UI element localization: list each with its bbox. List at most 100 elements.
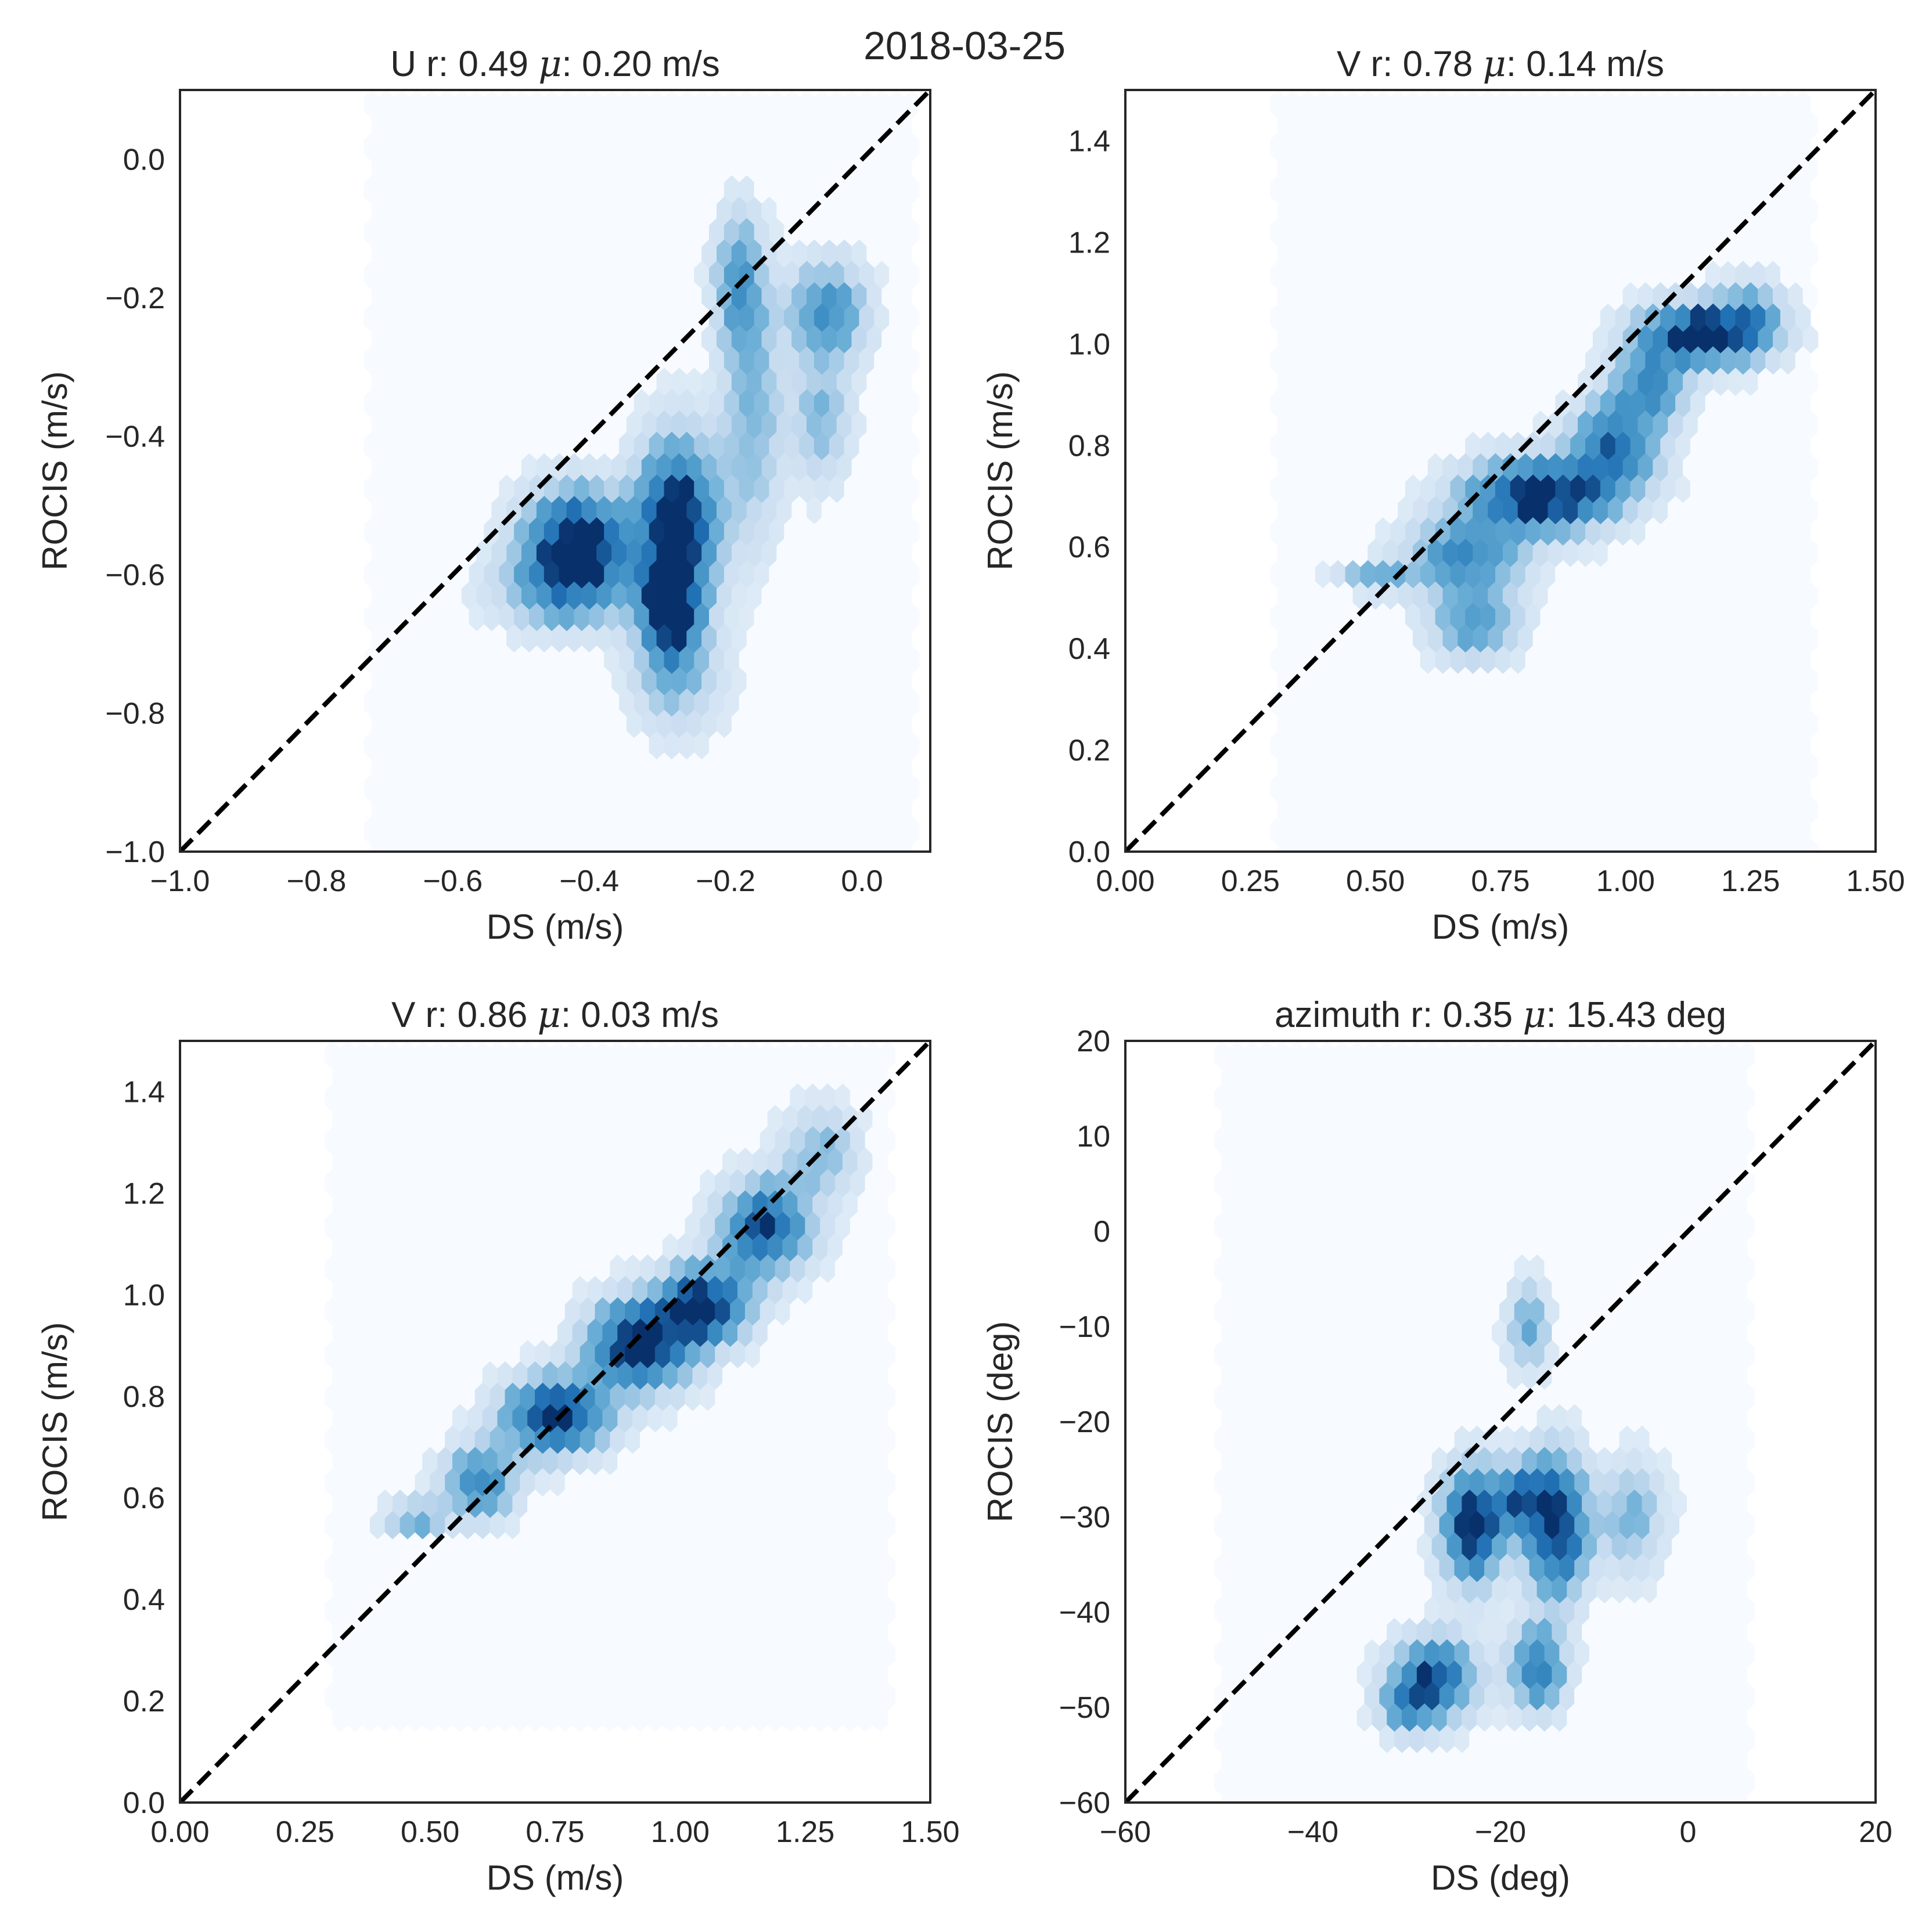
hexbin-cell [881, 453, 897, 482]
hexbin-cell [1582, 1617, 1597, 1647]
hexbin-cell [881, 282, 897, 311]
hexbin-cell [889, 431, 905, 461]
hexbin-cell [836, 624, 852, 653]
hexbin-cell [1607, 410, 1624, 439]
hexbin-cell [1446, 1147, 1463, 1177]
hexbin-cell [1657, 1062, 1672, 1091]
hexbin-cell [610, 1511, 625, 1540]
hexbin-cell [1510, 731, 1526, 760]
hexbin-cell [491, 624, 507, 653]
hexbin-cell [1570, 175, 1586, 204]
hexbin-cell [1352, 410, 1369, 439]
hexbin-cell [1529, 1297, 1545, 1327]
hexbin-cell [452, 1105, 468, 1134]
hexbin-cell [1672, 1660, 1687, 1690]
hexbin-cell [1330, 474, 1346, 504]
hexbin-cell [1322, 752, 1338, 781]
hexbin-cell [1563, 154, 1578, 183]
hexbin-cell [889, 688, 905, 718]
hexbin-cell [377, 1275, 393, 1305]
hexbin-cell [904, 773, 920, 803]
hexbin-cell [1322, 795, 1338, 824]
hexbin-cell [377, 1404, 393, 1433]
hexbin-cell [1297, 1575, 1312, 1604]
hexbin-cell [521, 581, 537, 611]
hexbin-cell [880, 1254, 896, 1284]
hexbin-cell [1308, 709, 1323, 739]
hexbin-cell [1529, 1340, 1545, 1369]
hexbin-cell [1416, 1190, 1433, 1220]
hexbin-cell [1360, 90, 1376, 119]
hexbin-cell [1690, 688, 1706, 718]
hexbin-cell [1214, 1639, 1230, 1668]
hexbin-cell [1367, 666, 1383, 696]
hexbin-cell [1589, 1169, 1605, 1198]
hexbin-cell [1536, 1318, 1553, 1348]
x-tick-label: 0.25 [276, 1815, 334, 1849]
hexbin-cell [1330, 688, 1346, 718]
hexbin-cell [739, 175, 755, 204]
hexbin-cell [664, 389, 680, 418]
hexbin-cell [731, 624, 747, 653]
hexbin-cell [1341, 1660, 1358, 1690]
hexbin-cell [1739, 1382, 1755, 1412]
hexbin-cell [1664, 1212, 1680, 1241]
hexbin-cell [574, 773, 590, 803]
hexbin-cell [724, 731, 740, 760]
hexbin-cell [1540, 688, 1556, 718]
hexbin-cell [1592, 838, 1608, 852]
hexbin-cell [865, 1639, 881, 1668]
hexbin-cell [1322, 111, 1338, 140]
hexbin-cell [1484, 1083, 1500, 1113]
hexbin-cell [739, 303, 755, 333]
hexbin-cell [1330, 517, 1346, 546]
hexbin-cell [587, 1062, 603, 1091]
hexbin-cell [694, 175, 710, 204]
hexbin-cell [904, 389, 920, 418]
hexbin-cell [1739, 1340, 1755, 1369]
hexbin-cell [362, 1318, 378, 1348]
hexbin-cell [1462, 1575, 1477, 1604]
hexbin-cell [1517, 709, 1534, 739]
hexbin-cell [1567, 1275, 1582, 1305]
hexbin-cell [1750, 218, 1766, 247]
hexbin-cell [656, 154, 672, 183]
hexbin-cell [1712, 752, 1729, 781]
hexbin-cell [535, 1382, 550, 1412]
hexbin-cell [707, 1190, 723, 1220]
hexbin-cell [1427, 410, 1444, 439]
hexbin-cell [1315, 175, 1331, 204]
hexbin-cell [574, 132, 590, 162]
hexbin-cell [1312, 1147, 1327, 1177]
hexbin-cell [459, 1511, 476, 1540]
hexbin-cell [1735, 646, 1751, 675]
hexbin-cell [1619, 1468, 1635, 1497]
hexbin-cell [1435, 773, 1451, 803]
hexbin-cell [857, 1489, 873, 1519]
hexbin-cell [564, 1382, 581, 1412]
hexbin-cell [459, 1340, 476, 1369]
hexbin-cell [1439, 1169, 1455, 1198]
hexbin-cell [544, 132, 560, 162]
hexbin-cell [392, 1703, 408, 1732]
hexbin-cell [580, 1083, 596, 1113]
hexbin-cell [1450, 303, 1466, 333]
hexbin-cell [340, 1254, 355, 1284]
hexbin-cell [1289, 1126, 1305, 1155]
hexbin-cell [1709, 1425, 1725, 1455]
hexbin-cell [1510, 218, 1526, 247]
hexbin-cell [724, 132, 740, 162]
hexbin-cell [364, 431, 380, 461]
hexbin-cell [424, 389, 440, 418]
hexbin-layer [1214, 1041, 1755, 1803]
hexbin-cell [1405, 688, 1421, 718]
hexbin-cell [1409, 1511, 1425, 1540]
hexbin-cell [829, 517, 845, 546]
hexbin-cell [1668, 709, 1683, 739]
hexbin-cell [640, 1212, 656, 1241]
hexbin-cell [422, 1275, 438, 1305]
hexbin-cell [1592, 282, 1608, 311]
hexbin-cell [1732, 1147, 1748, 1177]
hexbin-cell [1293, 111, 1308, 140]
hexbin-cell [438, 389, 455, 418]
